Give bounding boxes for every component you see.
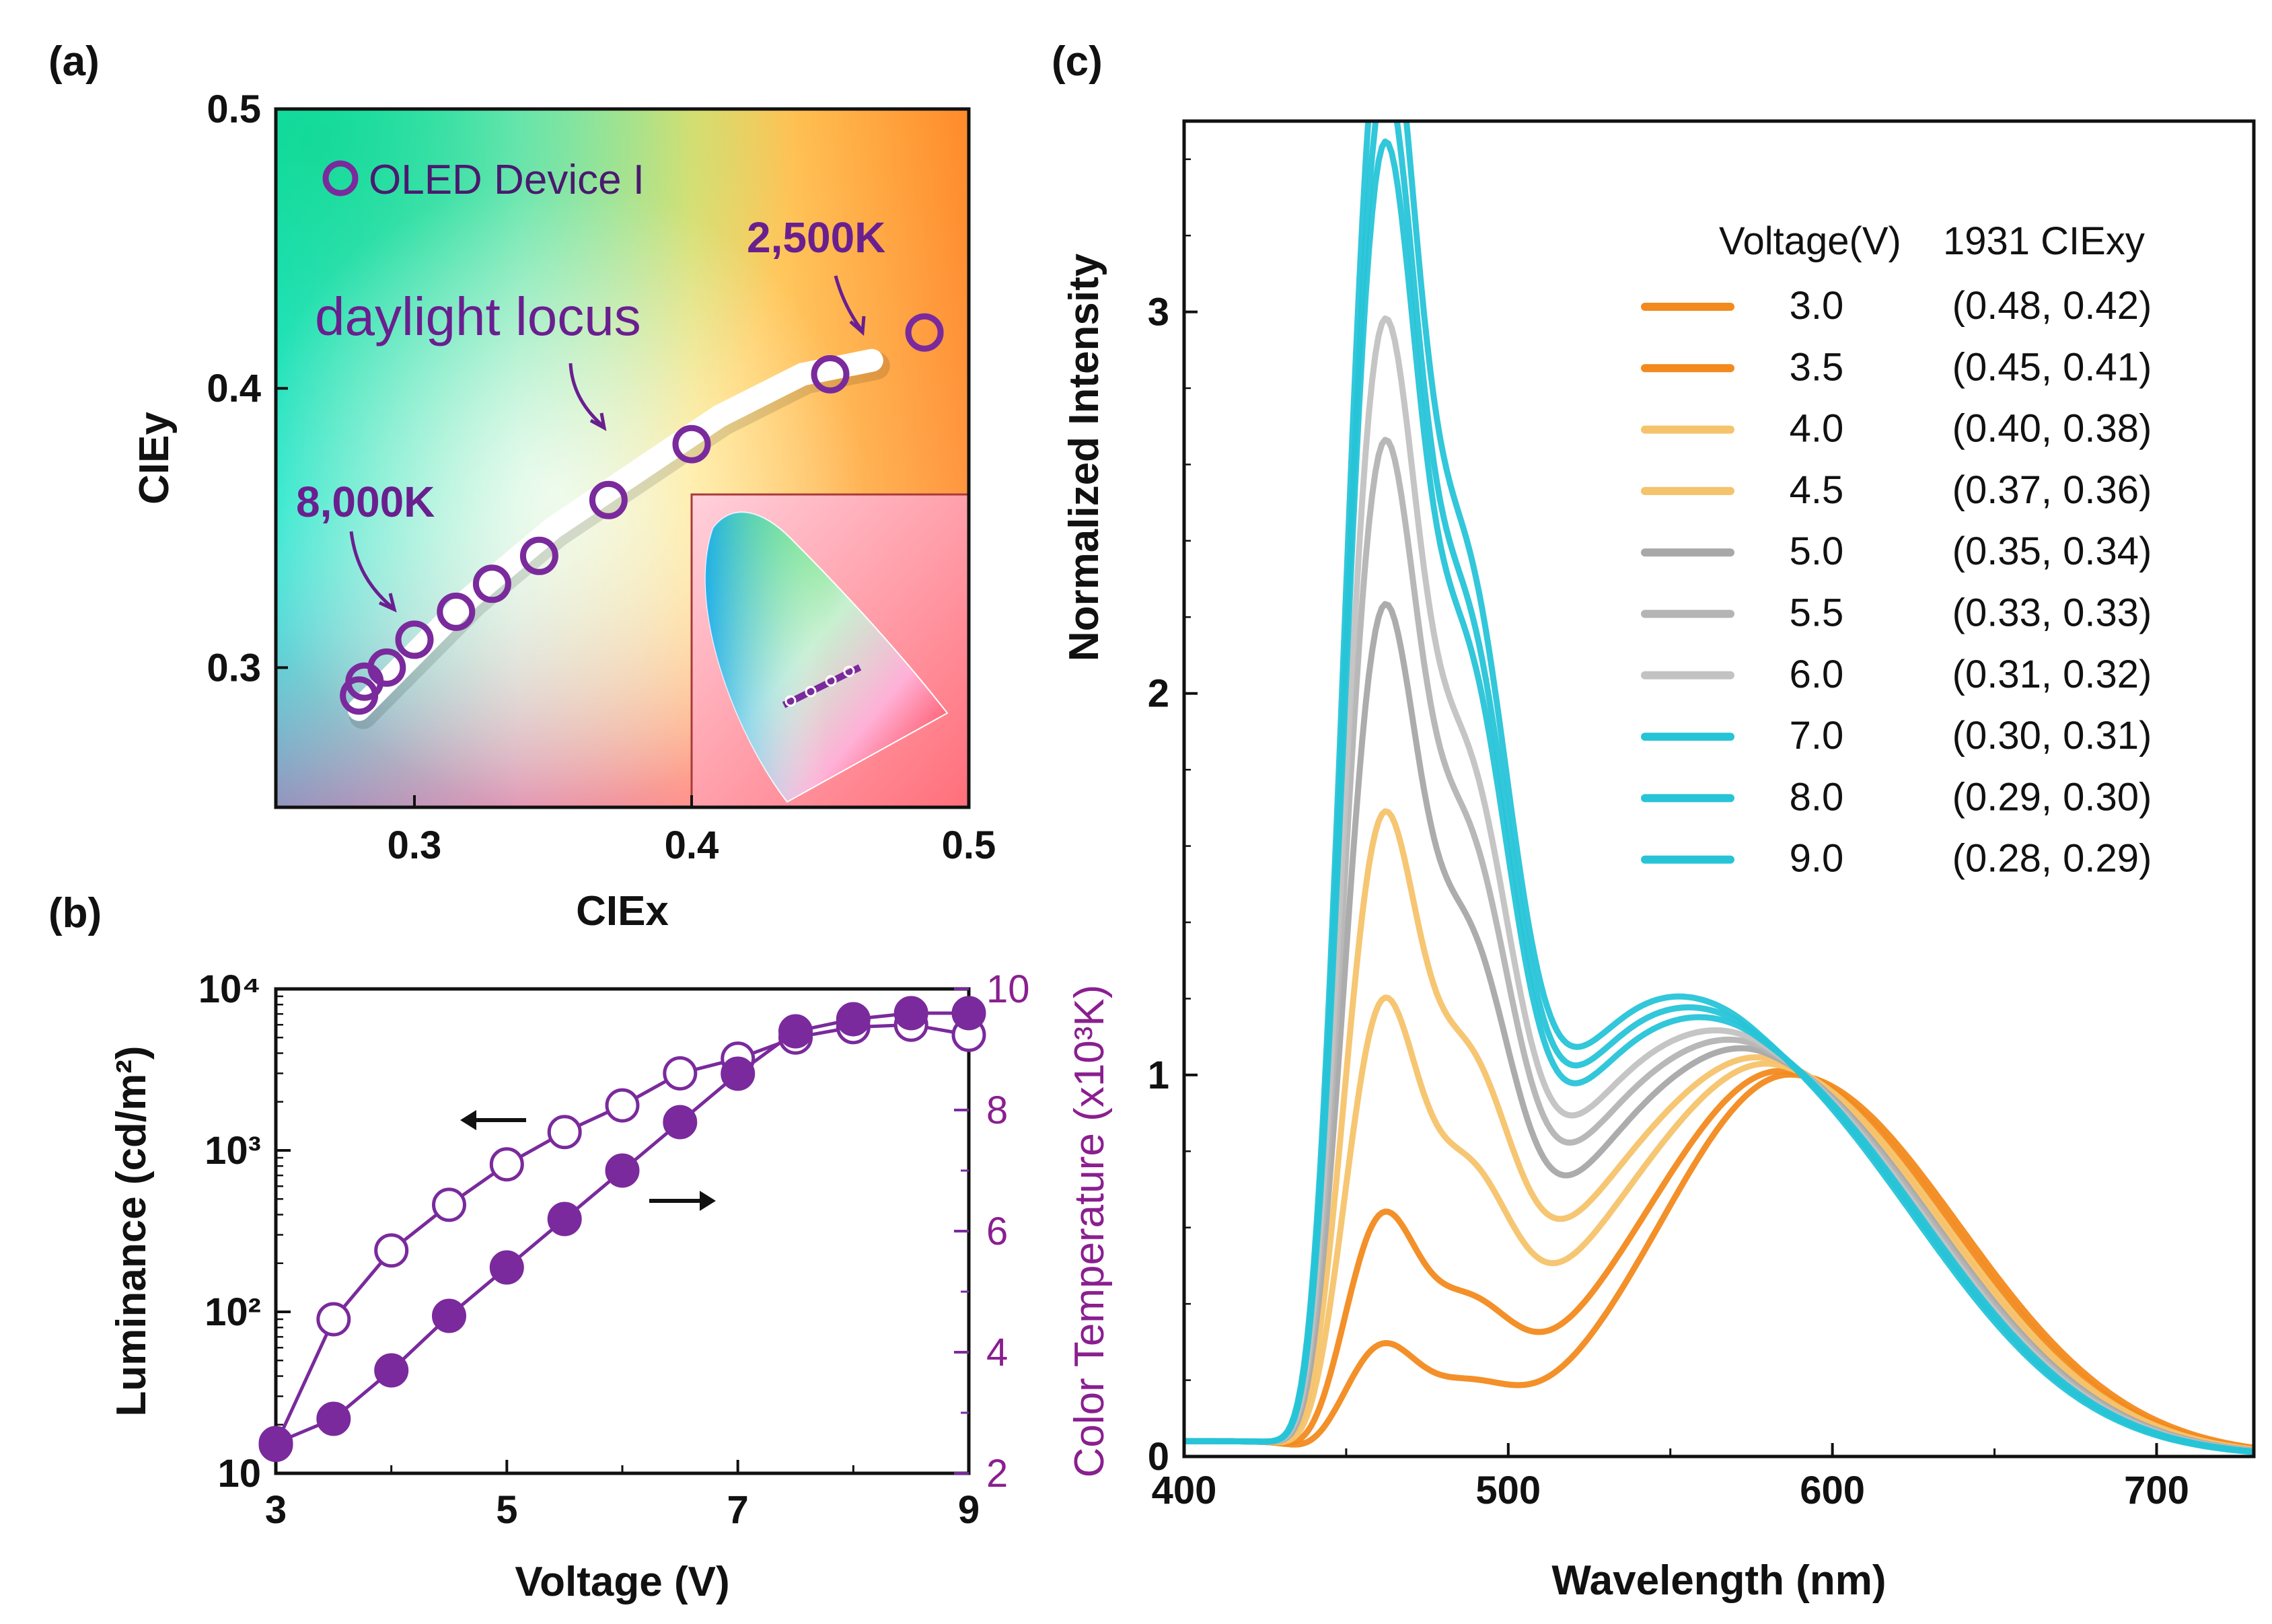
c-xtick-label-1: 500 (1475, 1469, 1541, 1512)
a-x-axis-title: CIEx (576, 888, 669, 934)
legend-cie-8: (0.29, 0.30) (1952, 775, 2152, 819)
legend-voltage-8: 8.0 (1790, 775, 1844, 819)
legend-voltage-2: 4.0 (1790, 407, 1844, 451)
b-yltick-label-3: 10⁴ (198, 967, 261, 1011)
legend-cie-9: (0.28, 0.29) (1952, 837, 2152, 881)
b-y-left-axis-title: Luminance (cd/m²) (108, 1045, 155, 1416)
b-yrtick-label-2: 6 (986, 1210, 1008, 1253)
b-yrtick-label-3: 8 (986, 1088, 1008, 1132)
legend-voltage-5: 5.5 (1790, 591, 1844, 635)
b-series-1-point-6 (607, 1155, 638, 1186)
legend-cie-5: (0.33, 0.33) (1952, 591, 2152, 635)
annotation-2500k: 2,500K (747, 213, 885, 262)
b-yrtick-label-1: 4 (986, 1331, 1008, 1374)
b-series-1-point-8 (723, 1058, 754, 1089)
b-series-0-point-7 (665, 1058, 696, 1089)
legend-cie-1: (0.45, 0.41) (1952, 345, 2152, 389)
legend-voltage-3: 4.5 (1790, 468, 1844, 512)
legend-cie-3: (0.37, 0.36) (1952, 468, 2152, 512)
cie-inset-diagram (692, 494, 969, 807)
b-series-0-point-2 (376, 1235, 407, 1266)
c-ytick-label-0: 0 (1148, 1435, 1169, 1479)
c-ytick-label-3: 3 (1148, 291, 1169, 334)
legend-voltage-4: 5.0 (1790, 529, 1844, 573)
b-xtick-label-2: 7 (727, 1488, 749, 1532)
a-ytick-label-1: 0.4 (207, 367, 261, 410)
legend-voltage-1: 3.5 (1790, 345, 1844, 389)
legend-voltage-9: 9.0 (1790, 837, 1844, 881)
b-series-1-point-4 (491, 1252, 522, 1283)
b-series-1-point-3 (434, 1300, 465, 1331)
b-series-0-point-1 (318, 1304, 349, 1335)
b-x-axis-title: Voltage (V) (515, 1559, 729, 1605)
b-series-1-point-2 (376, 1355, 407, 1386)
b-series-0-point-4 (491, 1149, 522, 1180)
legend-header-cie: 1931 CIExy (1943, 219, 2145, 263)
c-xtick-label-3: 700 (2124, 1469, 2189, 1512)
panel-b-axes: 3 5 7 9 10 10² 10³ 10⁴ 2 4 6 8 10 Voltage (V) Luminanc… (108, 967, 1113, 1605)
legend-cie-6: (0.31, 0.32) (1952, 653, 2152, 696)
panel-c-label: (c) (1052, 38, 1103, 85)
c-ytick-label-2: 2 (1148, 672, 1169, 716)
b-series-0-point-3 (434, 1189, 465, 1220)
c-ytick-label-1: 1 (1148, 1054, 1169, 1097)
c-x-axis-title: Wavelength (nm) (1551, 1557, 1886, 1604)
daylight-locus-label: daylight locus (315, 287, 641, 346)
b-yltick-label-1: 10² (205, 1290, 261, 1334)
b-series-1-point-5 (549, 1204, 580, 1234)
panel-b-label: (b) (48, 890, 102, 936)
b-xtick-label-1: 5 (496, 1488, 517, 1532)
b-y-right-axis-title: Color Temperature (x10³K) (1066, 985, 1113, 1478)
b-series-1-point-7 (665, 1107, 696, 1138)
c-y-axis-title: Normalized Intensity (1061, 253, 1107, 661)
b-xtick-label-0: 3 (265, 1488, 287, 1532)
panel-b-frame (276, 989, 969, 1473)
legend-cie-7: (0.30, 0.31) (1952, 714, 2152, 758)
legend-header-voltage: Voltage(V) (1719, 219, 1901, 263)
a-xtick-label-0: 0.3 (388, 823, 442, 867)
legend-cie-4: (0.35, 0.34) (1952, 529, 2152, 573)
b-series-1-point-0 (260, 1428, 291, 1459)
c-xtick-label-2: 600 (1800, 1469, 1865, 1512)
legend-cie-0: (0.48, 0.42) (1952, 284, 2152, 328)
a-xtick-label-1: 0.4 (665, 823, 719, 867)
legend-cie-2: (0.40, 0.38) (1952, 407, 2152, 451)
annotation-8000k: 8,000K (296, 478, 435, 526)
panel-b-series (260, 998, 984, 1461)
a-xtick-label-2: 0.5 (942, 823, 996, 867)
a-ytick-label-2: 0.5 (207, 87, 261, 131)
spectra-legend: 3.0 (0.48, 0.42) 3.5 (0.45, 0.41) 4.0 (0.40, … (1645, 284, 2152, 881)
b-xtick-label-3: 9 (958, 1488, 980, 1532)
b-yrtick-label-0: 2 (986, 1452, 1008, 1496)
arrow-left-luminance (460, 1110, 526, 1130)
legend-voltage-6: 6.0 (1790, 653, 1844, 696)
arrow-right-color-temperature (649, 1191, 716, 1211)
b-series-1-point-1 (318, 1403, 349, 1434)
legend-oled-device: OLED Device I (369, 157, 645, 203)
b-yrtick-label-4: 10 (986, 967, 1030, 1011)
a-y-axis-title: CIEy (131, 412, 178, 505)
panel-a-label: (a) (48, 38, 100, 85)
legend-voltage-7: 7.0 (1790, 714, 1844, 758)
b-series-1-point-12 (953, 998, 984, 1029)
b-series-1-point-9 (780, 1016, 811, 1047)
b-yltick-label-0: 10 (217, 1452, 261, 1496)
a-ytick-label-0: 0.3 (207, 646, 261, 690)
b-series-1-point-10 (838, 1004, 869, 1035)
b-series-0-point-5 (549, 1117, 580, 1148)
b-series-1-point-11 (895, 998, 926, 1029)
figure: (a) OLED Device I 2,500K daylight locus … (0, 0, 2272, 1624)
b-yltick-label-2: 10³ (205, 1129, 261, 1173)
b-series-0-point-6 (607, 1090, 638, 1121)
legend-voltage-0: 3.0 (1790, 284, 1844, 328)
